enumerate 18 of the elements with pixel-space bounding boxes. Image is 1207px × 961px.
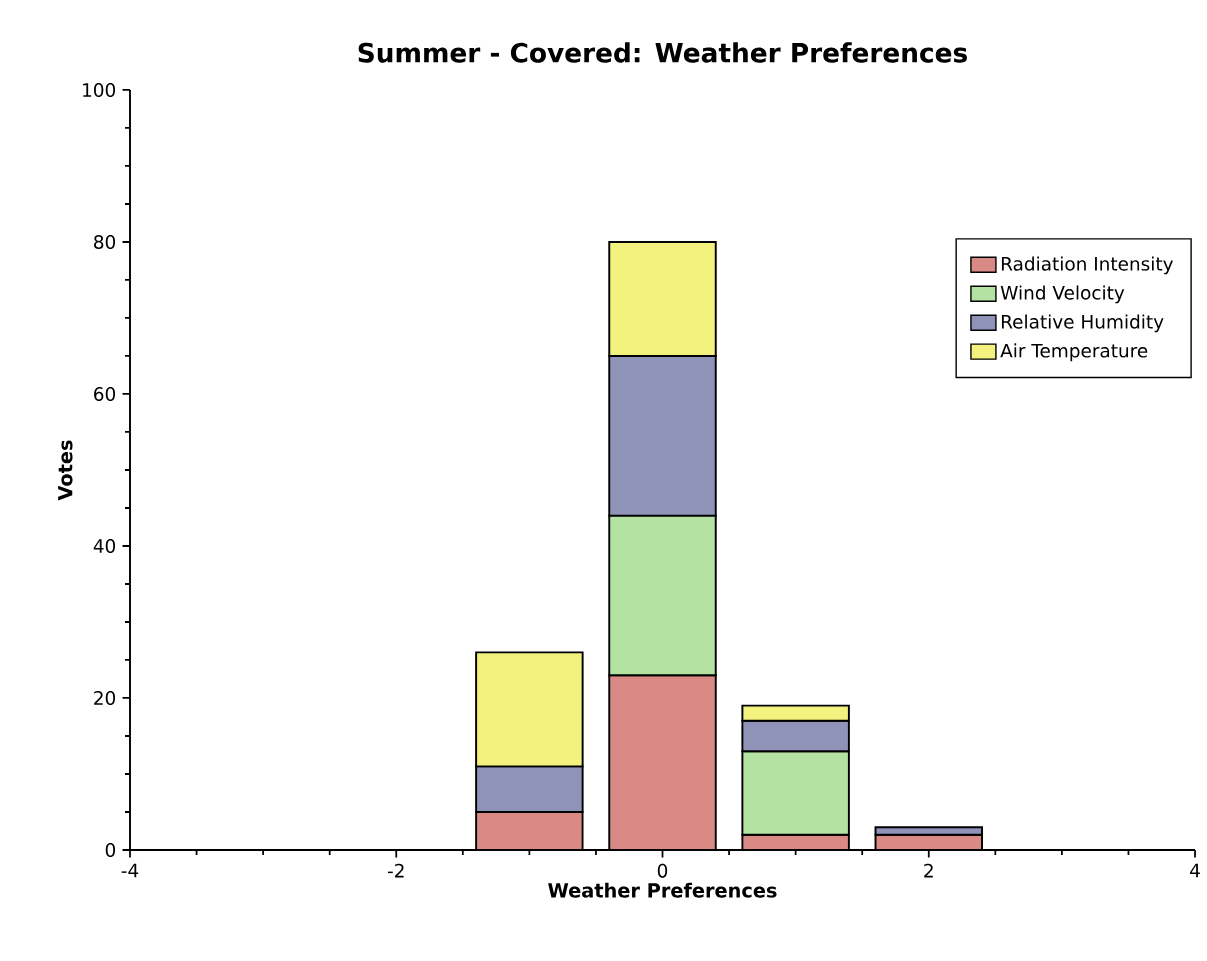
chart-title: Summer - Covered: Weather Preferences	[358, 42, 967, 63]
x-tick-label: 4	[1190, 863, 1200, 878]
x-tick-label: -2	[387, 863, 404, 878]
legend-label: Radiation Intensity	[1001, 256, 1173, 275]
y-tick-label: 40	[93, 539, 116, 553]
y-tick-label: 60	[94, 387, 116, 401]
legend-label: Relative Humidity	[1001, 314, 1164, 333]
legend-label: Air Temperature	[1000, 343, 1148, 362]
y-tick-label: 100	[83, 83, 116, 97]
y-tick-label: 20	[94, 691, 116, 705]
legend-label: Wind Velocity	[1000, 285, 1125, 304]
x-tick-label: -4	[121, 863, 139, 878]
y-tick-label: 80	[94, 235, 116, 249]
x-tick-label: 0	[657, 863, 668, 878]
y-tick-label: 0	[105, 843, 116, 857]
x-tick-label: 2	[924, 863, 933, 878]
x-axis-title: Weather Preferences	[548, 882, 777, 898]
y-axis-title: Votes	[58, 440, 73, 501]
